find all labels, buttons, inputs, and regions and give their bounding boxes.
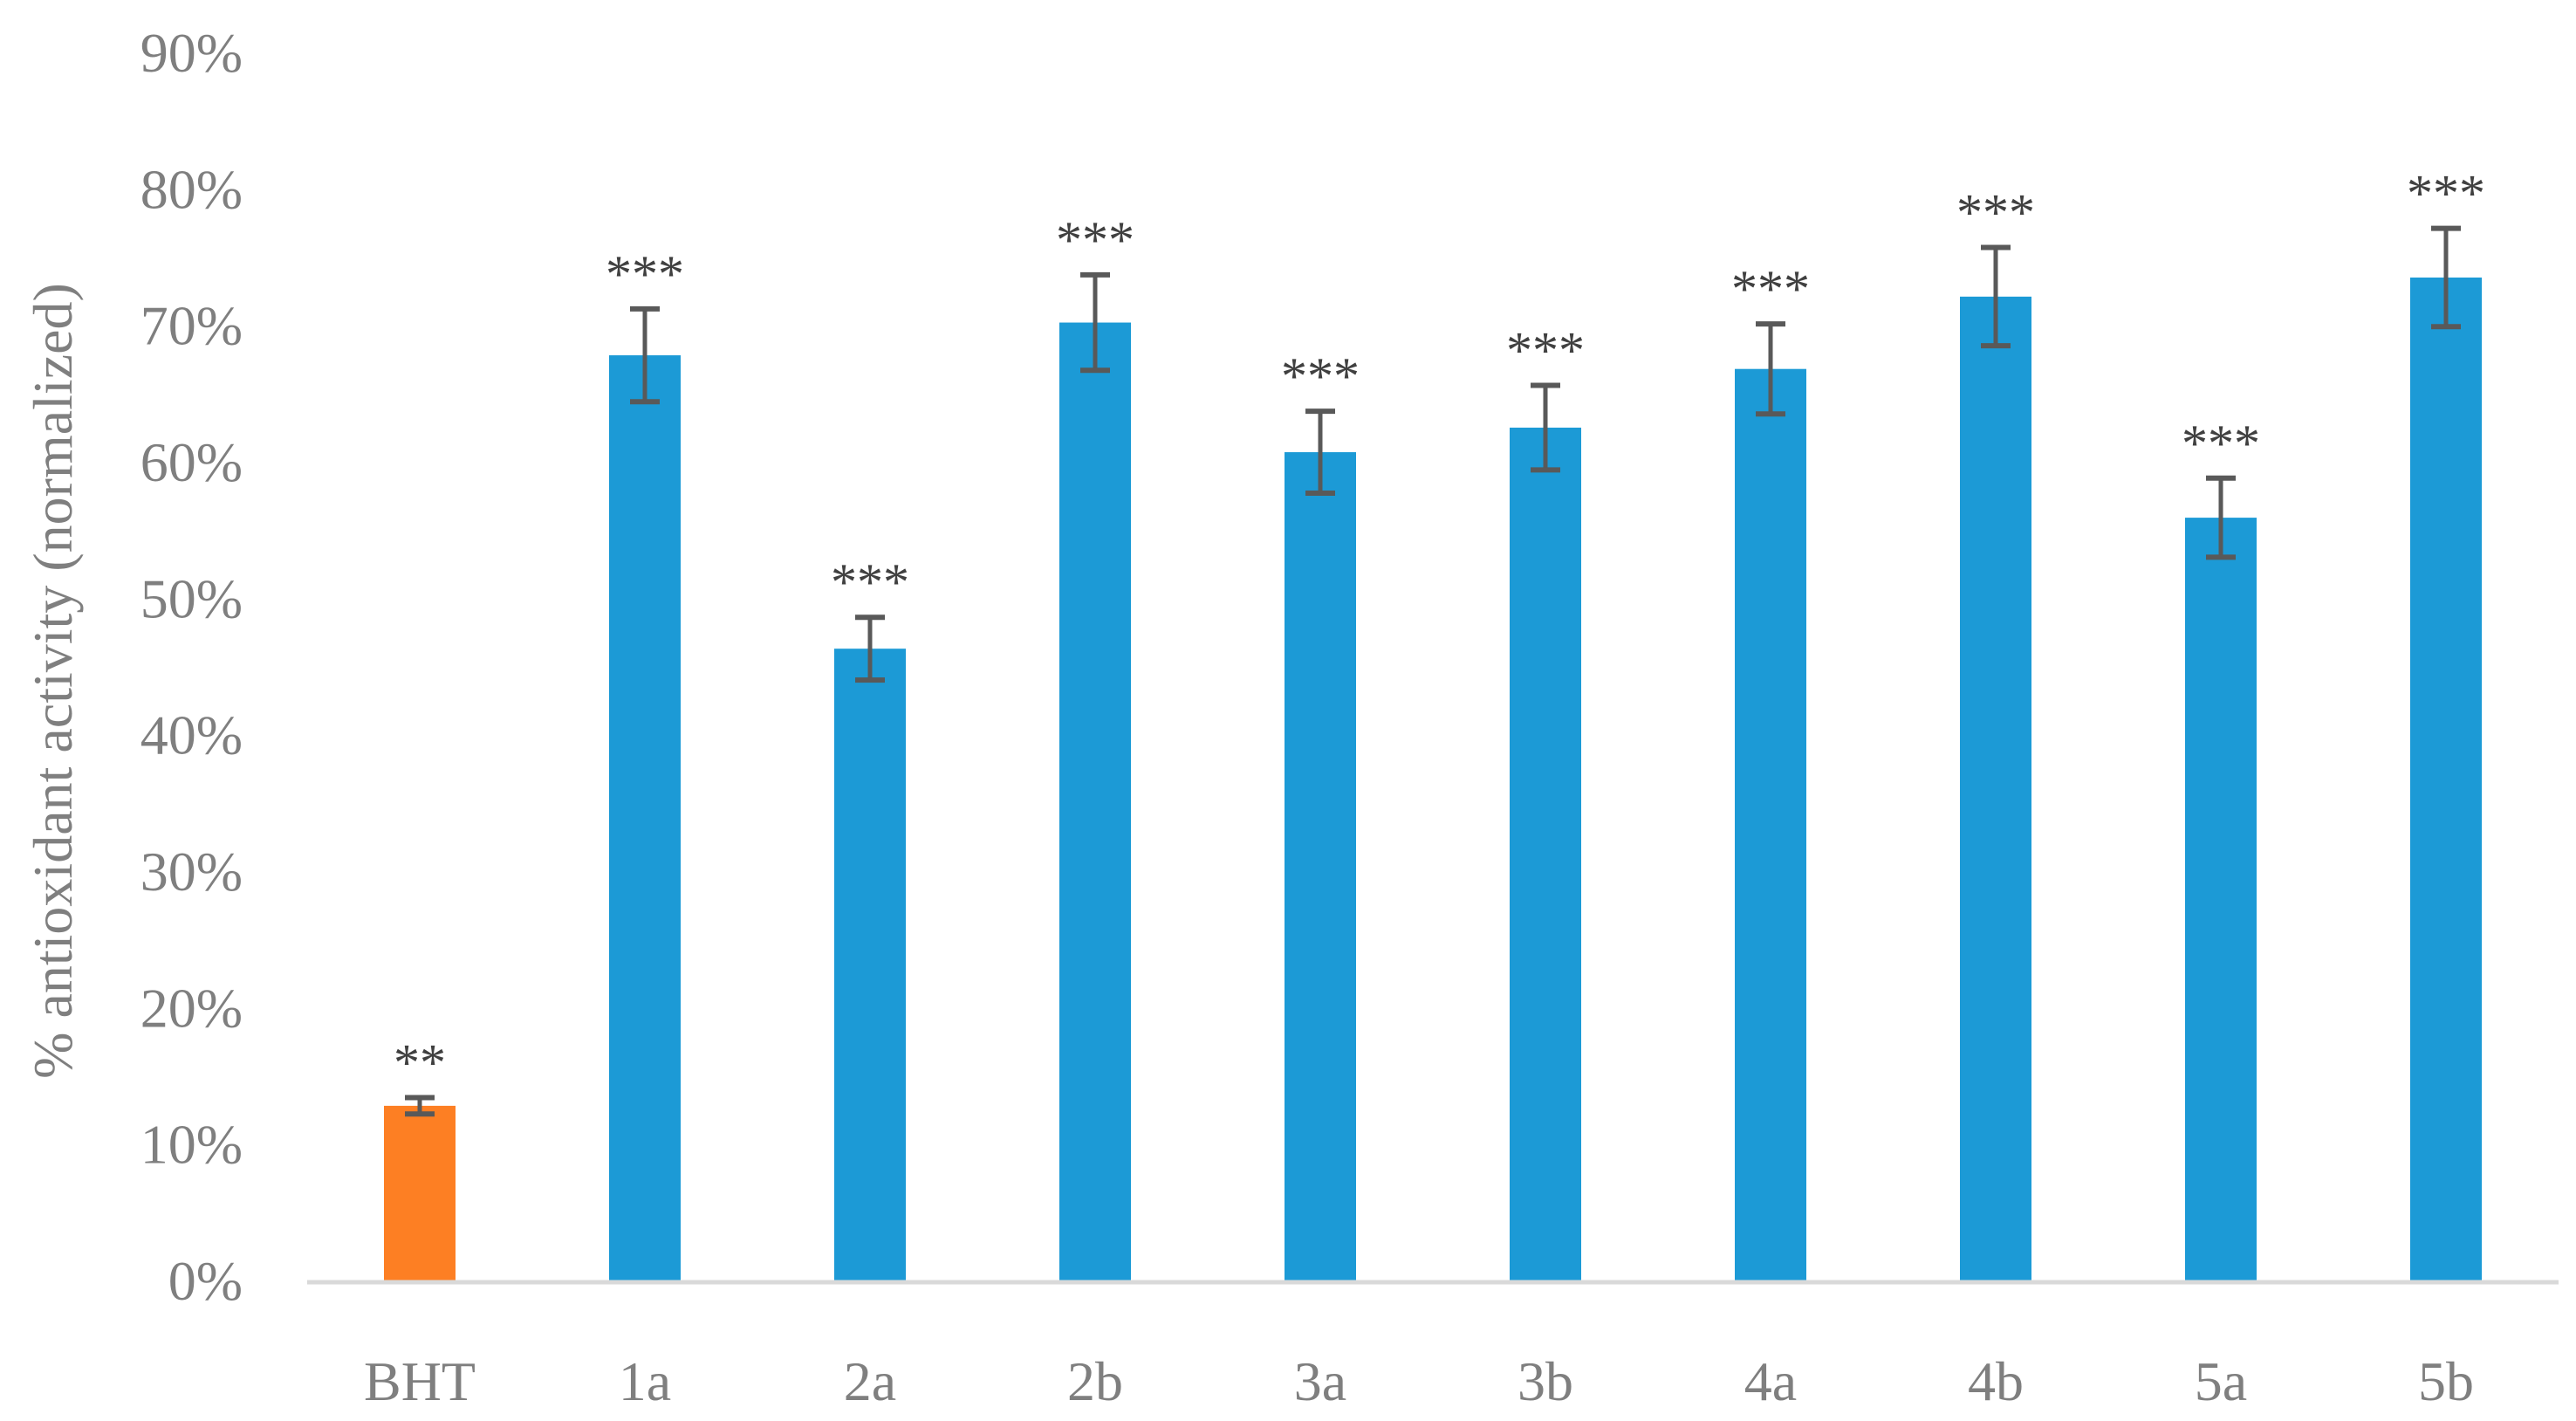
y-tick-label: 40%	[140, 704, 243, 766]
x-tick-label: BHT	[364, 1350, 476, 1412]
y-tick-label: 20%	[140, 977, 243, 1039]
significance-label: ***	[2407, 165, 2485, 223]
error-bar	[1756, 321, 1785, 417]
error-bar	[855, 614, 885, 683]
error-bar	[2431, 225, 2461, 330]
x-tick-label: 2b	[1067, 1350, 1123, 1412]
significance-labels: ************** ***************	[394, 165, 2485, 1092]
x-tick-label: 5b	[2418, 1350, 2474, 1412]
error-bar	[2206, 475, 2236, 560]
bar	[1960, 296, 2031, 1280]
bar	[834, 649, 906, 1280]
error-bars	[405, 225, 2461, 1117]
y-tick-label: 50%	[140, 567, 243, 629]
x-tick-label: 3a	[1294, 1350, 1346, 1412]
y-tick-label: 0%	[168, 1250, 243, 1312]
significance-label: ***	[1056, 211, 1134, 269]
significance-label: ***	[2182, 415, 2260, 472]
significance-label: ***	[1506, 321, 1585, 379]
error-bar	[1305, 408, 1335, 496]
x-tick-label: 1a	[619, 1350, 671, 1412]
bar	[1510, 427, 1581, 1281]
y-axis-ticks: 0% 10% 20% 30% 40% 50% 60% 70% 80% 90%	[140, 22, 243, 1312]
x-tick-label: 4b	[1968, 1350, 2024, 1412]
significance-label: ***	[1281, 347, 1360, 405]
significance-label: ***	[831, 553, 909, 611]
significance-label: ***	[1731, 260, 1810, 318]
y-tick-label: 70%	[140, 295, 243, 357]
y-tick-label: 80%	[140, 158, 243, 220]
bar	[609, 355, 681, 1280]
significance-label: ***	[1956, 184, 2035, 242]
bar	[384, 1105, 456, 1280]
bar	[2185, 518, 2257, 1280]
x-tick-label: 4a	[1744, 1350, 1797, 1412]
y-tick-label: 10%	[140, 1114, 243, 1176]
x-tick-label: 2a	[844, 1350, 896, 1412]
error-bar	[1531, 382, 1560, 473]
x-tick-label: 5a	[2195, 1350, 2247, 1412]
significance-label: ***	[606, 245, 684, 303]
x-tick-label: 3b	[1518, 1350, 1573, 1412]
y-axis-label: % antioxidant activity (normalized)	[22, 283, 84, 1079]
error-bar	[1981, 244, 2011, 349]
significance-label: **	[394, 1034, 446, 1092]
error-bar	[405, 1095, 435, 1117]
y-tick-label: 30%	[140, 841, 243, 903]
error-bar	[1080, 271, 1110, 374]
bar	[1059, 322, 1131, 1280]
y-tick-label: 60%	[140, 431, 243, 493]
y-tick-label: 90%	[140, 22, 243, 84]
bar	[1285, 452, 1356, 1280]
bar	[1735, 368, 1806, 1280]
bar	[2410, 277, 2482, 1281]
bars	[384, 277, 2482, 1281]
x-axis-categories: BHT 1a 2a 2b 3a 3b 4a 4b 5a 5b	[364, 1350, 2474, 1412]
error-bar	[630, 305, 660, 405]
